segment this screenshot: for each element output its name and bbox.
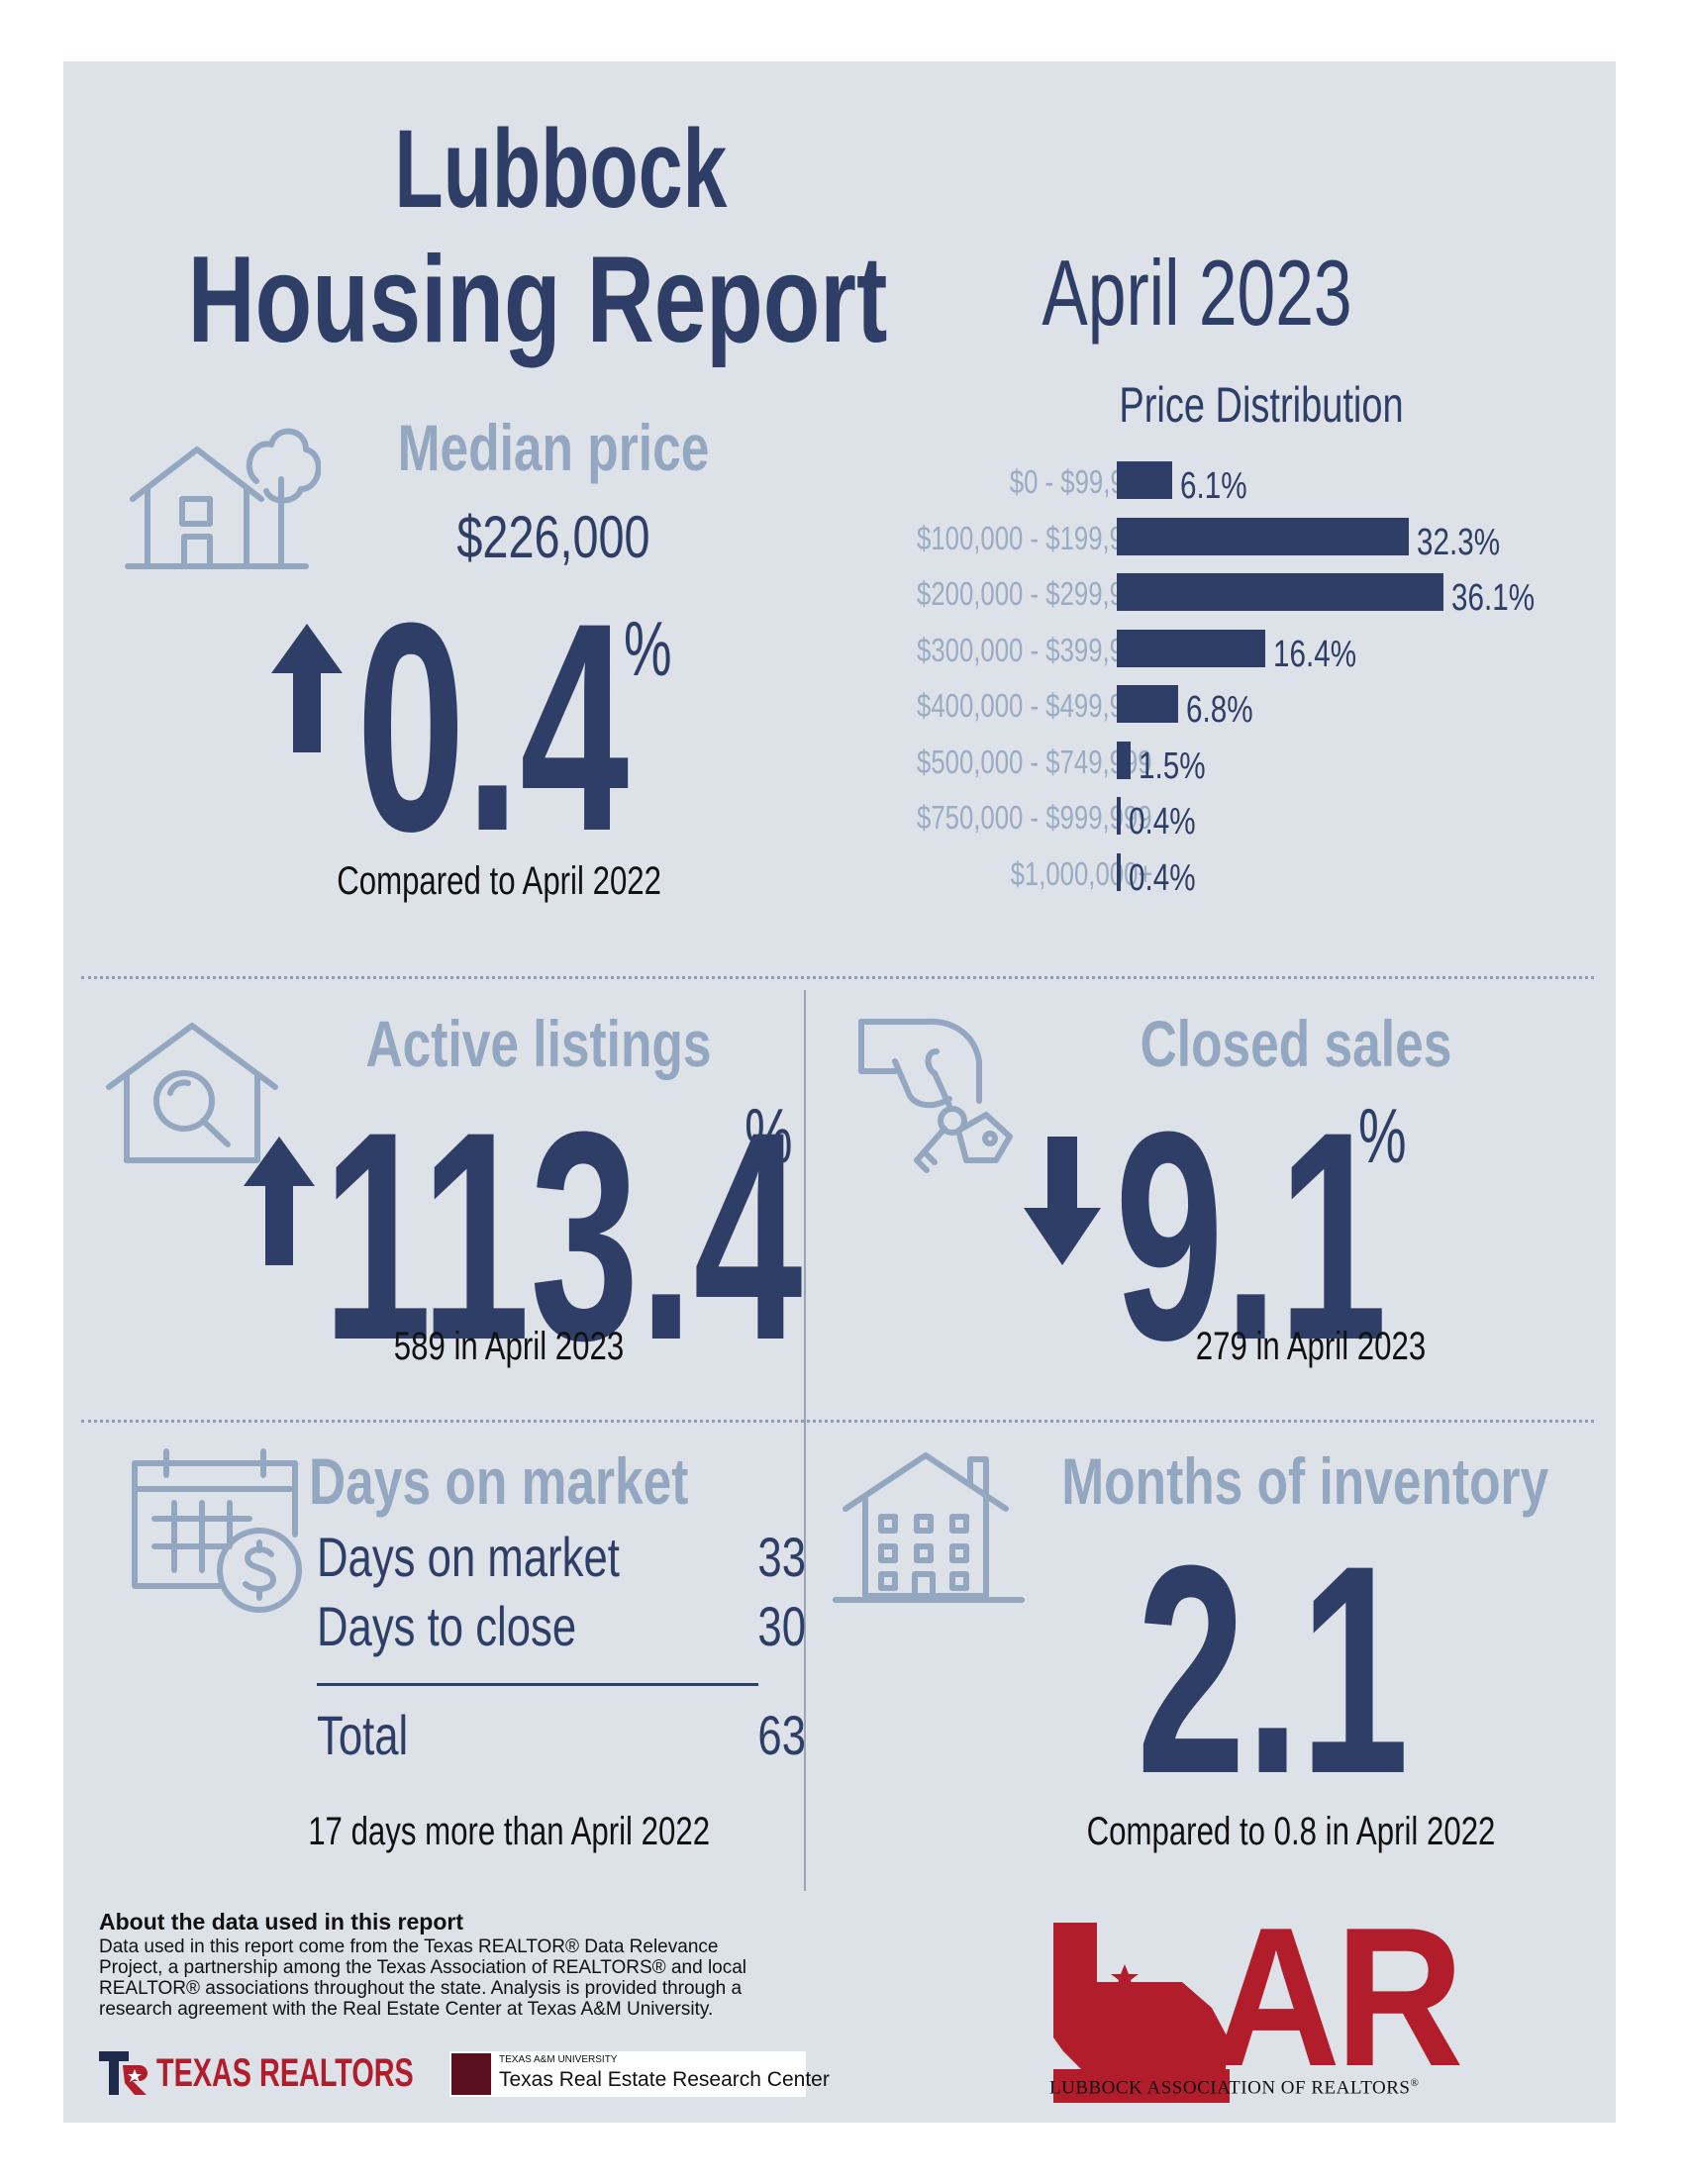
price-bar bbox=[1117, 685, 1179, 723]
price-bar-label: $100,000 - $199,999 bbox=[917, 519, 1152, 556]
total-label: Total bbox=[317, 1704, 409, 1766]
lar-name-text: LUBBOCK ASSOCIATION OF REALTORS bbox=[1049, 2077, 1411, 2099]
months-inventory-title: Months of inventory bbox=[1061, 1444, 1549, 1518]
months-inventory-value: 2.1 bbox=[1137, 1503, 1410, 1836]
lar-logo-mark bbox=[1053, 1923, 1230, 2103]
tamu-logo: TEXAS A&M UNIVERSITY Texas Real Estate R… bbox=[449, 2051, 830, 2097]
price-bar-label: $400,000 - $499,999 bbox=[917, 687, 1152, 724]
price-bar-value: 0.4% bbox=[1128, 856, 1196, 899]
median-price-title: Median price bbox=[397, 411, 710, 484]
tamu-mark-icon bbox=[451, 2053, 491, 2095]
price-bar-value: 36.1% bbox=[1451, 577, 1536, 619]
price-bar-row: $500,000 - $749,999 1.5% bbox=[63, 741, 1616, 787]
about-text: Data used in this report come from the T… bbox=[99, 1936, 747, 2020]
price-bar bbox=[1117, 797, 1121, 835]
active-listings-change: 113.4 bbox=[323, 1069, 803, 1402]
price-bar-label: $750,000 - $999,999 bbox=[917, 799, 1152, 836]
divider-middle bbox=[81, 1420, 1594, 1423]
price-bar-label: $1,000,000+ bbox=[1010, 854, 1152, 892]
price-bar bbox=[1117, 517, 1410, 555]
price-bar-value: 0.4% bbox=[1128, 801, 1196, 843]
dom-row-value: 33 bbox=[757, 1526, 806, 1588]
hand-keys-icon bbox=[858, 1018, 1013, 1173]
days-on-market-caption: 17 days more than April 2022 bbox=[308, 1810, 711, 1853]
price-bar bbox=[1117, 741, 1131, 779]
price-distribution-chart: $0 - $99,999 6.1% $100,000 - $199,999 32.3%… bbox=[63, 61, 1616, 952]
active-listings-title: Active listings bbox=[365, 1007, 712, 1080]
price-bar-row: $400,000 - $499,999 6.8% bbox=[63, 685, 1616, 731]
lar-mark: ® bbox=[1410, 2077, 1420, 2089]
price-distribution-title: Price Distribution bbox=[1119, 377, 1404, 433]
price-bar bbox=[1117, 573, 1443, 611]
price-bar bbox=[1117, 852, 1121, 891]
closed-sales-change: 9.1 bbox=[1115, 1069, 1388, 1402]
house-tree-icon bbox=[125, 428, 321, 569]
lar-letters: AR bbox=[1212, 1887, 1464, 2108]
price-bar-row: $0 - $99,999 6.1% bbox=[63, 461, 1616, 507]
divider-top bbox=[81, 976, 1594, 979]
divider-vertical bbox=[804, 990, 806, 1891]
price-bar-row: $100,000 - $199,999 32.3% bbox=[63, 517, 1616, 563]
dtc-row-value: 30 bbox=[757, 1595, 806, 1657]
closed-sales-caption: 279 in April 2023 bbox=[1195, 1325, 1427, 1368]
days-on-market-title: Days on market bbox=[309, 1444, 689, 1518]
price-bar-label: $300,000 - $399,999 bbox=[917, 631, 1152, 668]
texas-realtors-logo: TEXAS REALTORS bbox=[156, 2051, 414, 2095]
active-listings-percent: % bbox=[745, 1092, 793, 1179]
arrow-up-icon bbox=[244, 1137, 315, 1265]
price-bar-value: 6.8% bbox=[1186, 689, 1253, 731]
active-listings-caption: 589 in April 2023 bbox=[393, 1325, 625, 1368]
price-bar-value: 1.5% bbox=[1138, 745, 1206, 787]
house-search-icon bbox=[106, 1023, 278, 1163]
texas-realtors-logo-mark bbox=[99, 2051, 148, 2095]
calendar-dollar-icon bbox=[132, 1448, 302, 1613]
price-bar-label: $500,000 - $749,999 bbox=[917, 743, 1152, 780]
price-bar-row: $300,000 - $399,999 16.4% bbox=[63, 629, 1616, 675]
median-price-change: 0.4 bbox=[356, 560, 630, 893]
apartment-building-icon bbox=[833, 1452, 1025, 1603]
dom-row-label: Days on market bbox=[317, 1526, 620, 1588]
price-bar-row: $1,000,000+ 0.4% bbox=[63, 852, 1616, 899]
tamu-small-text: TEXAS A&M UNIVERSITY bbox=[499, 2054, 618, 2065]
tamu-center-text: Texas Real Estate Research Center bbox=[499, 2068, 830, 2091]
arrow-up-icon bbox=[271, 624, 343, 752]
report-month: April 2023 bbox=[1042, 241, 1352, 345]
median-price-value: $226,000 bbox=[456, 504, 650, 570]
report-title: Housing Report bbox=[187, 232, 888, 368]
price-bar bbox=[1117, 461, 1172, 499]
report-city: Lubbock bbox=[394, 107, 728, 231]
dtc-row-label: Days to close bbox=[317, 1595, 577, 1657]
price-bar-value: 32.3% bbox=[1417, 521, 1501, 563]
arrow-down-icon bbox=[1024, 1137, 1101, 1265]
price-bar-row: $750,000 - $999,999 0.4% bbox=[63, 797, 1616, 843]
median-price-percent: % bbox=[624, 605, 672, 692]
total-rule bbox=[317, 1683, 758, 1686]
about-heading: About the data used in this report bbox=[99, 1909, 464, 1935]
closed-sales-title: Closed sales bbox=[1140, 1007, 1452, 1080]
total-value: 63 bbox=[757, 1704, 806, 1766]
price-bar-label: $200,000 - $299,999 bbox=[917, 575, 1152, 612]
price-bar-label: $0 - $99,999 bbox=[1009, 463, 1152, 500]
price-bar-value: 6.1% bbox=[1179, 465, 1247, 507]
lar-name: LUBBOCK ASSOCIATION OF REALTORS® bbox=[1049, 2077, 1419, 2099]
price-bar bbox=[1117, 629, 1265, 667]
price-bar-value: 16.4% bbox=[1272, 633, 1356, 675]
price-bar-row: $200,000 - $299,999 36.1% bbox=[63, 573, 1616, 619]
median-price-caption: Compared to April 2022 bbox=[337, 859, 662, 903]
months-inventory-caption: Compared to 0.8 in April 2022 bbox=[1086, 1810, 1496, 1853]
report-panel: Lubbock Housing Report April 2023 Median… bbox=[63, 61, 1616, 2123]
closed-sales-percent: % bbox=[1358, 1092, 1407, 1179]
